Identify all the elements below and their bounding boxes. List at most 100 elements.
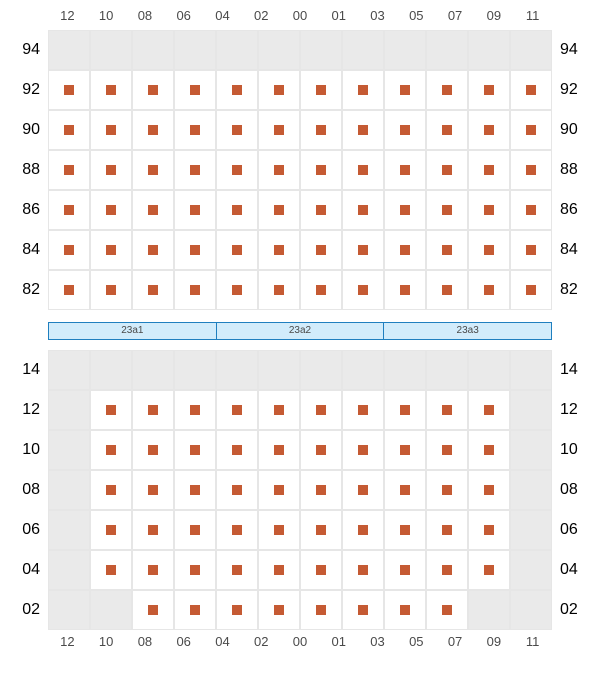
seat-cell[interactable] bbox=[468, 270, 510, 310]
seat-cell[interactable] bbox=[216, 190, 258, 230]
seat-cell[interactable] bbox=[48, 270, 90, 310]
seat-cell[interactable] bbox=[300, 590, 342, 630]
seat-cell[interactable] bbox=[216, 470, 258, 510]
seat-cell[interactable] bbox=[384, 110, 426, 150]
seat-cell[interactable] bbox=[300, 470, 342, 510]
seat-cell[interactable] bbox=[258, 390, 300, 430]
seat-cell[interactable] bbox=[300, 230, 342, 270]
seat-cell[interactable] bbox=[468, 190, 510, 230]
seat-cell[interactable] bbox=[90, 430, 132, 470]
seat-cell[interactable] bbox=[174, 230, 216, 270]
seat-cell[interactable] bbox=[132, 230, 174, 270]
seat-cell[interactable] bbox=[426, 230, 468, 270]
seat-cell[interactable] bbox=[510, 110, 552, 150]
seat-cell[interactable] bbox=[342, 150, 384, 190]
seat-cell[interactable] bbox=[426, 470, 468, 510]
seat-cell[interactable] bbox=[174, 550, 216, 590]
seat-cell[interactable] bbox=[300, 150, 342, 190]
seat-cell[interactable] bbox=[468, 70, 510, 110]
seat-cell[interactable] bbox=[48, 230, 90, 270]
seat-cell[interactable] bbox=[90, 190, 132, 230]
seat-cell[interactable] bbox=[510, 230, 552, 270]
seat-cell[interactable] bbox=[384, 230, 426, 270]
seat-cell[interactable] bbox=[384, 150, 426, 190]
seat-cell[interactable] bbox=[468, 390, 510, 430]
seat-cell[interactable] bbox=[300, 390, 342, 430]
seat-cell[interactable] bbox=[258, 430, 300, 470]
seat-cell[interactable] bbox=[510, 70, 552, 110]
seat-cell[interactable] bbox=[216, 590, 258, 630]
seat-cell[interactable] bbox=[258, 550, 300, 590]
seat-cell[interactable] bbox=[426, 190, 468, 230]
seat-cell[interactable] bbox=[174, 70, 216, 110]
seat-cell[interactable] bbox=[90, 110, 132, 150]
seat-cell[interactable] bbox=[384, 270, 426, 310]
seat-cell[interactable] bbox=[426, 150, 468, 190]
seat-cell[interactable] bbox=[342, 110, 384, 150]
seat-cell[interactable] bbox=[258, 150, 300, 190]
seat-cell[interactable] bbox=[300, 70, 342, 110]
seat-cell[interactable] bbox=[174, 590, 216, 630]
seat-cell[interactable] bbox=[90, 70, 132, 110]
seat-cell[interactable] bbox=[216, 150, 258, 190]
seat-cell[interactable] bbox=[132, 430, 174, 470]
seat-cell[interactable] bbox=[468, 110, 510, 150]
seat-cell[interactable] bbox=[48, 110, 90, 150]
seat-cell[interactable] bbox=[426, 590, 468, 630]
seat-cell[interactable] bbox=[384, 70, 426, 110]
seat-cell[interactable] bbox=[174, 190, 216, 230]
seat-cell[interactable] bbox=[342, 230, 384, 270]
seat-cell[interactable] bbox=[258, 230, 300, 270]
seat-cell[interactable] bbox=[300, 510, 342, 550]
divider-segment[interactable]: 23a1 bbox=[49, 323, 216, 339]
seat-cell[interactable] bbox=[216, 270, 258, 310]
seat-cell[interactable] bbox=[258, 110, 300, 150]
seat-cell[interactable] bbox=[384, 510, 426, 550]
seat-cell[interactable] bbox=[216, 70, 258, 110]
seat-cell[interactable] bbox=[342, 550, 384, 590]
seat-cell[interactable] bbox=[384, 430, 426, 470]
seat-cell[interactable] bbox=[132, 550, 174, 590]
seat-cell[interactable] bbox=[426, 510, 468, 550]
seat-cell[interactable] bbox=[426, 70, 468, 110]
seat-cell[interactable] bbox=[300, 110, 342, 150]
seat-cell[interactable] bbox=[174, 430, 216, 470]
seat-cell[interactable] bbox=[258, 510, 300, 550]
seat-cell[interactable] bbox=[132, 270, 174, 310]
seat-cell[interactable] bbox=[510, 270, 552, 310]
seat-cell[interactable] bbox=[132, 470, 174, 510]
seat-cell[interactable] bbox=[342, 190, 384, 230]
seat-cell[interactable] bbox=[216, 110, 258, 150]
seat-cell[interactable] bbox=[90, 390, 132, 430]
seat-cell[interactable] bbox=[132, 190, 174, 230]
seat-cell[interactable] bbox=[258, 470, 300, 510]
seat-cell[interactable] bbox=[468, 230, 510, 270]
seat-cell[interactable] bbox=[342, 70, 384, 110]
seat-cell[interactable] bbox=[426, 390, 468, 430]
seat-cell[interactable] bbox=[342, 270, 384, 310]
seat-cell[interactable] bbox=[48, 190, 90, 230]
seat-cell[interactable] bbox=[342, 430, 384, 470]
seat-cell[interactable] bbox=[258, 590, 300, 630]
seat-cell[interactable] bbox=[174, 470, 216, 510]
seat-cell[interactable] bbox=[132, 110, 174, 150]
seat-cell[interactable] bbox=[132, 70, 174, 110]
seat-cell[interactable] bbox=[300, 430, 342, 470]
seat-cell[interactable] bbox=[174, 510, 216, 550]
seat-cell[interactable] bbox=[468, 430, 510, 470]
seat-cell[interactable] bbox=[216, 550, 258, 590]
seat-cell[interactable] bbox=[90, 270, 132, 310]
seat-cell[interactable] bbox=[48, 150, 90, 190]
seat-cell[interactable] bbox=[132, 150, 174, 190]
seat-cell[interactable] bbox=[384, 550, 426, 590]
seat-cell[interactable] bbox=[300, 270, 342, 310]
divider-segment[interactable]: 23a2 bbox=[216, 323, 384, 339]
seat-cell[interactable] bbox=[384, 470, 426, 510]
divider-segment[interactable]: 23a3 bbox=[383, 323, 551, 339]
seat-cell[interactable] bbox=[426, 110, 468, 150]
seat-cell[interactable] bbox=[48, 70, 90, 110]
seat-cell[interactable] bbox=[342, 590, 384, 630]
seat-cell[interactable] bbox=[132, 510, 174, 550]
seat-cell[interactable] bbox=[468, 510, 510, 550]
seat-cell[interactable] bbox=[90, 230, 132, 270]
